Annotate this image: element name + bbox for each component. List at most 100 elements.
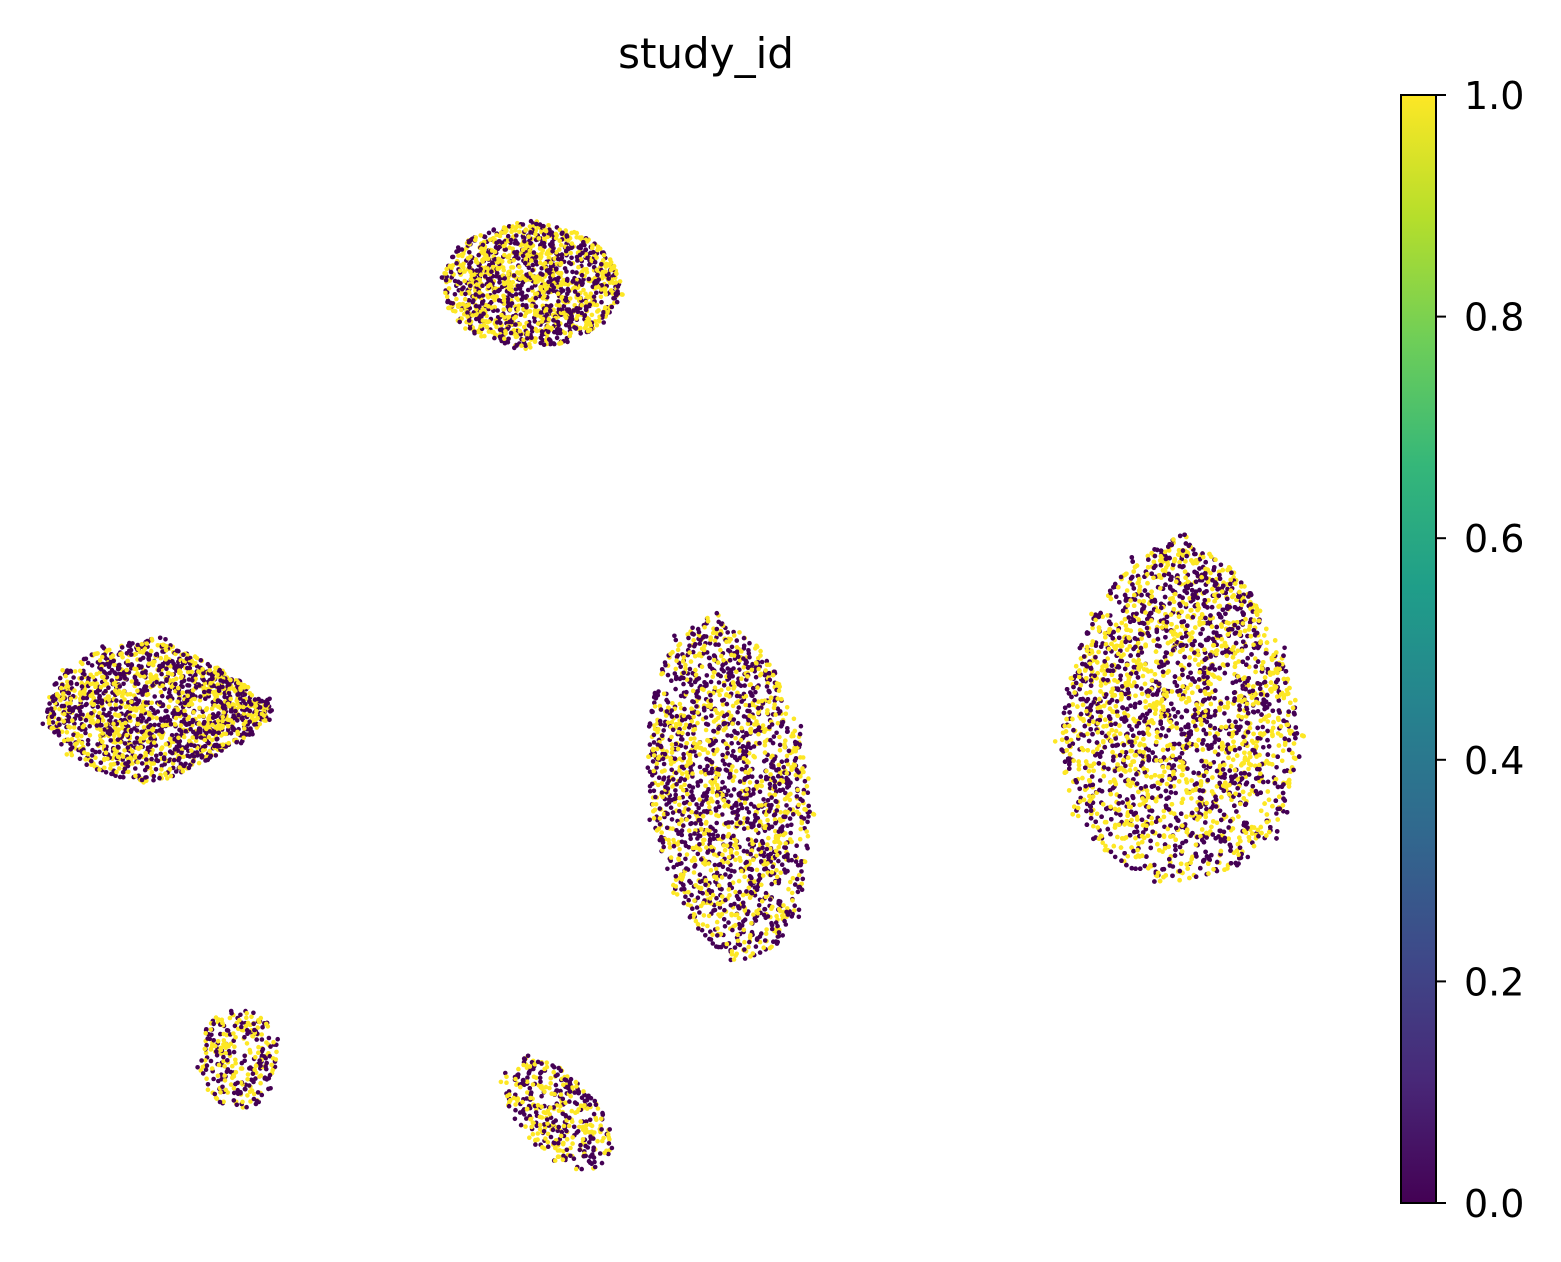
scatter-point (486, 230, 492, 236)
scatter-point (139, 704, 145, 710)
scatter-point (805, 819, 810, 825)
scatter-point (544, 312, 550, 318)
scatter-point (181, 734, 187, 740)
scatter-point (151, 740, 157, 745)
scatter-point (158, 655, 164, 661)
scatter-point (687, 723, 693, 728)
scatter-point (749, 667, 755, 673)
scatter-point (684, 817, 689, 822)
scatter-point (129, 662, 135, 668)
scatter-point (59, 742, 64, 747)
scatter-point (715, 785, 721, 791)
scatter-point (206, 688, 211, 694)
scatter-point (578, 325, 583, 331)
scatter-point (206, 735, 212, 740)
scatter-point (528, 230, 533, 235)
scatter-point (509, 229, 514, 235)
scatter-point (685, 773, 690, 778)
scatter-point (517, 276, 523, 282)
scatter-point (798, 862, 803, 868)
scatter-point (752, 812, 758, 818)
scatter-point (676, 857, 682, 862)
scatter-point (716, 883, 722, 888)
scatter-point (550, 249, 555, 254)
scatter-point (79, 740, 85, 746)
scatter-point (752, 729, 758, 734)
scatter-point (488, 278, 494, 284)
scatter-point (166, 690, 172, 695)
scatter-point (704, 673, 710, 678)
scatter-point (710, 941, 716, 946)
scatter-point (614, 299, 620, 305)
scatter-point (99, 654, 105, 660)
scatter-point (784, 753, 790, 759)
scatter-point (502, 281, 507, 287)
scatter-point (519, 297, 525, 302)
scatter-point (208, 680, 213, 686)
scatter-point (47, 701, 52, 706)
scatter-point (80, 661, 85, 667)
scatter-point (718, 647, 723, 653)
scatter-point (692, 736, 697, 741)
scatter-point (467, 264, 472, 270)
scatter-point (651, 768, 657, 774)
scatter-point (546, 316, 552, 322)
scatter-point (707, 758, 712, 763)
scatter-point (123, 704, 129, 710)
scatter-point (466, 298, 472, 303)
scatter-point (146, 724, 151, 730)
scatter-point (175, 685, 181, 691)
scatter-point (734, 649, 740, 654)
scatter-point (677, 802, 682, 808)
scatter-point (651, 732, 657, 738)
scatter-point (572, 289, 578, 294)
scatter-point (183, 712, 188, 718)
scatter-point (479, 246, 484, 251)
scatter-point (74, 741, 79, 746)
scatter-point (185, 693, 190, 699)
scatter-point (534, 291, 540, 296)
scatter-point (742, 917, 748, 922)
scatter-point (175, 707, 181, 713)
scatter-point (681, 809, 687, 815)
scatter-point (692, 862, 698, 868)
scatter-point (582, 325, 588, 331)
scatter-point (74, 681, 80, 687)
scatter-point (775, 804, 781, 809)
scatter-point (175, 664, 181, 669)
scatter-point (469, 272, 475, 278)
scatter-point (460, 301, 466, 307)
scatter-point (524, 305, 529, 310)
scatter-point (734, 638, 740, 643)
scatter-point (720, 835, 726, 840)
scatter-point (553, 267, 559, 272)
scatter-point (57, 722, 62, 727)
scatter-point (182, 700, 188, 706)
scatter-point (528, 345, 533, 350)
scatter-point (254, 708, 259, 714)
scatter-point (452, 292, 458, 297)
scatter-point (499, 258, 505, 264)
scatter-point (163, 741, 169, 747)
scatter-point (716, 726, 721, 731)
scatter-point (798, 755, 803, 760)
scatter-point (460, 253, 465, 259)
scatter-point (122, 697, 127, 702)
scatter-point (138, 657, 143, 662)
scatter-point (84, 762, 89, 767)
scatter-point (737, 926, 743, 931)
scatter-point (80, 724, 86, 730)
scatter-point (72, 669, 78, 674)
scatter-point (114, 698, 119, 703)
scatter-point (576, 264, 581, 270)
scatter-point (708, 698, 714, 703)
scatter-point (124, 651, 130, 656)
scatter-point (107, 702, 112, 707)
scatter-point (93, 684, 98, 690)
scatter-point (108, 762, 114, 767)
scatter-point (101, 674, 106, 680)
scatter-point (804, 784, 810, 789)
scatter-point (692, 898, 697, 903)
scatter-point (48, 706, 54, 711)
scatter-point (594, 255, 599, 260)
